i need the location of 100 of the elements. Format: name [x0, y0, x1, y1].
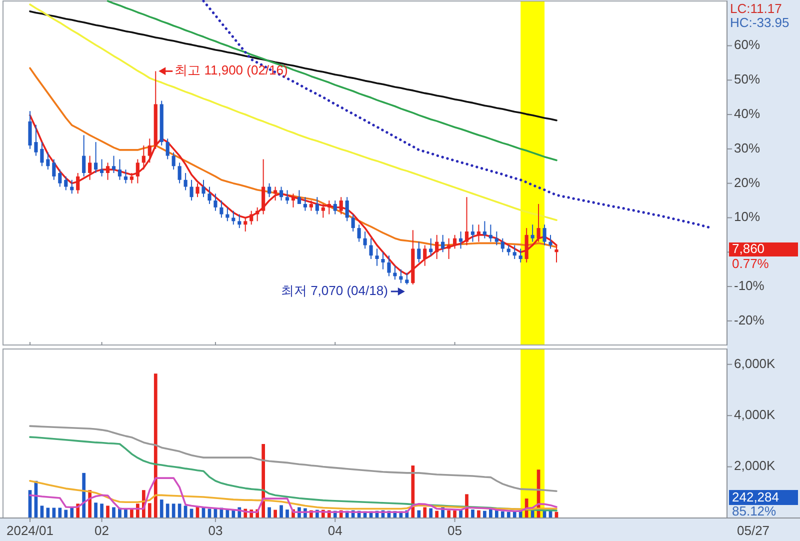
candlestick	[166, 138, 170, 160]
line-series	[29, 4, 558, 222]
bar	[453, 510, 456, 518]
text: HC:-33.95	[730, 15, 790, 30]
bar	[280, 505, 283, 518]
x-tick-label: 2024/01	[6, 523, 54, 538]
candlestick	[482, 220, 486, 239]
x-tick-label: 03	[208, 523, 223, 538]
candlestick	[423, 244, 427, 266]
bar	[423, 507, 427, 518]
candlestick	[530, 224, 534, 242]
bar	[106, 506, 110, 518]
candlestick	[238, 214, 242, 229]
y-tick-label: 50%	[734, 72, 760, 87]
candlestick	[506, 244, 510, 256]
bar	[100, 504, 104, 518]
bar	[274, 510, 277, 518]
candlestick	[52, 158, 56, 180]
bar	[268, 507, 271, 518]
y-tick-label: 4,000K	[734, 407, 776, 422]
candlestick	[518, 248, 522, 263]
candlestick	[190, 179, 194, 202]
candlestick	[548, 234, 552, 250]
text: 05/27	[737, 523, 770, 538]
line-series	[29, 10, 558, 122]
candlestick	[327, 200, 331, 215]
text: 85.12%	[732, 503, 777, 518]
x-tick-label: 04	[328, 523, 342, 538]
candlestick	[148, 138, 152, 164]
candlestick	[351, 214, 355, 232]
candlestick	[112, 155, 116, 174]
bar	[506, 512, 510, 518]
y-tick-label: 6,000K	[734, 356, 776, 371]
candlestick	[214, 193, 218, 212]
bar	[148, 503, 152, 518]
x-tick-label: 05	[448, 523, 462, 538]
candlestick	[405, 272, 409, 285]
candlestick	[94, 142, 98, 174]
candlestick	[220, 200, 224, 218]
candlestick	[124, 169, 128, 184]
candlestick	[291, 193, 296, 208]
line-series	[29, 436, 558, 512]
text: 0.77%	[732, 256, 770, 271]
candlestick	[470, 224, 475, 242]
bar	[64, 510, 68, 518]
candlestick	[536, 203, 540, 242]
candlestick	[339, 196, 343, 215]
bar	[166, 504, 170, 518]
annotation: 최저 7,070 (04/18)	[280, 282, 388, 298]
bar	[130, 510, 134, 518]
text: LC:11.17	[730, 1, 782, 16]
bar	[447, 510, 450, 518]
candlestick	[232, 210, 236, 226]
candlestick	[345, 196, 349, 222]
candlestick	[500, 238, 504, 253]
candlestick	[399, 268, 403, 284]
bar	[82, 472, 86, 518]
candlestick	[303, 196, 307, 212]
candlestick	[106, 162, 110, 180]
bar	[160, 500, 164, 518]
candlestick	[130, 172, 134, 184]
candlestick	[279, 186, 284, 202]
candlestick	[363, 230, 367, 250]
y-tick-label: 20%	[734, 174, 760, 190]
candlestick	[244, 217, 248, 232]
candlestick	[196, 182, 200, 198]
candlestick	[76, 172, 80, 194]
y-tick-label: 2,000K	[734, 458, 776, 474]
bar	[500, 511, 504, 518]
candlestick	[458, 230, 463, 250]
candlestick	[429, 238, 433, 256]
bar	[494, 510, 498, 518]
candlestick	[250, 210, 254, 226]
bar	[417, 510, 421, 518]
candlestick	[381, 252, 385, 270]
candlestick	[297, 190, 302, 204]
candlestick	[476, 224, 481, 242]
candlestick	[58, 169, 62, 188]
x-tick-label: 02	[94, 523, 110, 538]
candlestick	[273, 186, 278, 202]
candlestick	[46, 152, 50, 170]
candlestick	[417, 241, 421, 263]
candlestick	[100, 158, 104, 177]
bar	[471, 510, 474, 518]
candlestick	[357, 224, 361, 242]
candlestick	[88, 155, 92, 180]
bar	[286, 510, 289, 518]
candlestick	[375, 248, 379, 266]
candlestick	[447, 238, 451, 260]
y-tick-label: 10%	[734, 209, 760, 224]
candlestick	[464, 196, 469, 246]
candlestick	[512, 244, 516, 260]
bar	[483, 510, 486, 518]
candlestick	[542, 224, 546, 246]
candlestick	[321, 203, 325, 218]
candlestick	[82, 134, 86, 177]
text: 7,860	[732, 240, 765, 256]
bar	[94, 502, 98, 518]
candlestick	[202, 179, 206, 198]
candlestick	[452, 234, 457, 250]
